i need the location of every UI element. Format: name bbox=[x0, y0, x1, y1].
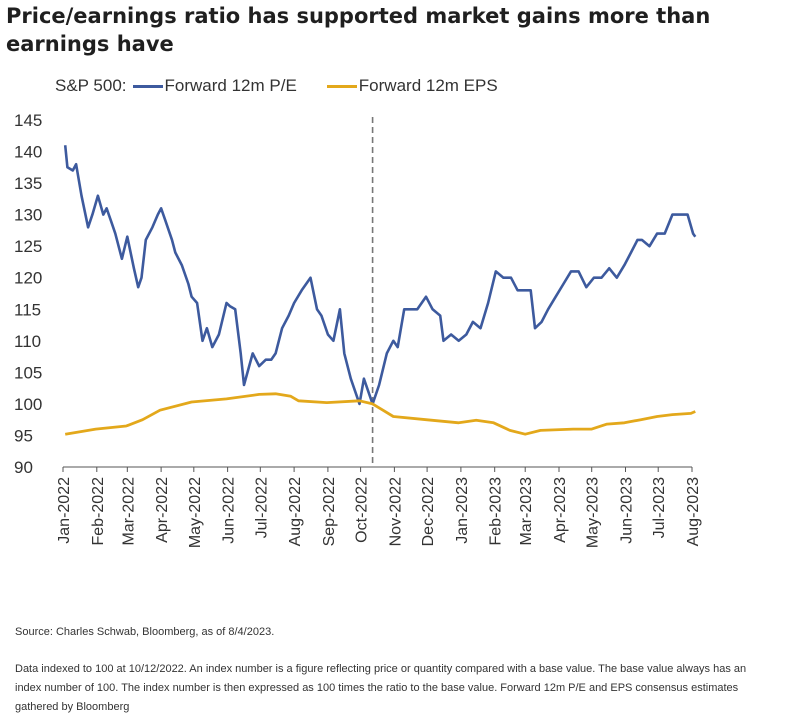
series-line-pe bbox=[63, 145, 697, 406]
y-tick-label: 125 bbox=[14, 237, 42, 256]
x-tick-label: Oct-2022 bbox=[354, 477, 371, 543]
footnote: Data indexed to 100 at 10/12/2022. An in… bbox=[15, 663, 747, 713]
line-chart: 90 95 100 105 110 115 120 125 130 135 140 145 Jan-2… bbox=[14, 111, 702, 548]
x-tick-label: Jul-2023 bbox=[651, 477, 668, 538]
x-tick-label: Jun-2022 bbox=[221, 477, 238, 544]
x-tick-label: May-2023 bbox=[585, 477, 602, 548]
legend-swatch-pe bbox=[132, 84, 163, 88]
series-group bbox=[63, 145, 697, 436]
y-tick-label: 135 bbox=[14, 174, 42, 193]
legend-label-pe: Forward 12m P/E bbox=[164, 76, 297, 95]
x-tick-label: Aug-2023 bbox=[685, 477, 702, 546]
series-line-eps bbox=[64, 392, 696, 436]
legend-prefix: S&P 500: bbox=[55, 76, 127, 95]
y-tick-label: 90 bbox=[14, 458, 33, 477]
legend-item-pe: Forward 12m P/E bbox=[127, 76, 297, 96]
x-axis: Jan-2022 Feb-2022 Mar-2022 Apr-2022 May-2022… bbox=[56, 467, 702, 548]
y-tick-label: 100 bbox=[14, 395, 42, 414]
source-note: Source: Charles Schwab, Bloomberg, as of… bbox=[15, 626, 275, 638]
y-tick-label: 115 bbox=[14, 300, 41, 319]
x-tick-label: May-2022 bbox=[187, 477, 204, 548]
x-tick-label: Apr-2022 bbox=[154, 477, 171, 543]
chart-title: Price/earnings ratio has supported marke… bbox=[6, 4, 711, 56]
y-tick-label: 145 bbox=[14, 111, 42, 130]
y-tick-label: 105 bbox=[14, 363, 42, 382]
x-tick-label: Jul-2022 bbox=[253, 477, 270, 538]
x-tick-label: Sep-2022 bbox=[321, 477, 338, 546]
y-tick-label: 130 bbox=[14, 206, 42, 225]
x-tick-label: Feb-2022 bbox=[90, 477, 107, 546]
legend-item-eps: Forward 12m EPS bbox=[321, 76, 498, 96]
x-tick-label: Nov-2022 bbox=[387, 477, 404, 546]
x-tick-label: Jan-2022 bbox=[56, 477, 73, 544]
x-tick-label: Dec-2022 bbox=[420, 477, 437, 546]
x-tick-label: Jun-2023 bbox=[619, 477, 636, 544]
x-tick-label: Mar-2023 bbox=[518, 477, 535, 546]
x-tick-label: Aug-2022 bbox=[287, 477, 304, 546]
x-tick-label: Mar-2022 bbox=[120, 477, 137, 546]
legend-swatch-eps bbox=[326, 84, 357, 88]
y-tick-label: 120 bbox=[14, 269, 42, 288]
x-tick-label: Apr-2023 bbox=[552, 477, 569, 543]
y-tick-label: 140 bbox=[14, 143, 42, 162]
y-axis: 90 95 100 105 110 115 120 125 130 135 140 145 bbox=[14, 111, 692, 477]
legend-label-eps: Forward 12m EPS bbox=[358, 76, 498, 95]
y-tick-label: 95 bbox=[14, 426, 33, 445]
y-tick-label: 110 bbox=[14, 332, 41, 351]
x-tick-label: Feb-2023 bbox=[488, 477, 505, 546]
x-tick-label: Jan-2023 bbox=[454, 477, 471, 544]
legend: S&P 500: Forward 12m P/E Forward 12m EPS bbox=[55, 76, 522, 96]
